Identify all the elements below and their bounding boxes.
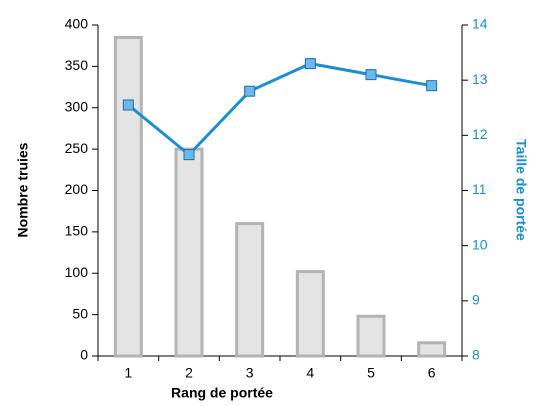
x-tick-label: 1 (124, 365, 132, 381)
bar (417, 341, 447, 358)
x-axis-title: Rang de portée (171, 385, 273, 401)
bar (235, 222, 265, 358)
x-tick-label: 4 (306, 365, 314, 381)
y2-axis-title: Taille de portée (513, 139, 529, 241)
y2-tick-label: 9 (472, 292, 480, 308)
y2-tick-label: 11 (472, 181, 487, 197)
y-tick-label: 150 (65, 223, 89, 239)
y-axis-title: Nombre truies (15, 142, 31, 237)
bar (295, 270, 325, 358)
y2-tick-label: 10 (472, 236, 488, 252)
marker (122, 99, 134, 111)
y2-tick-label: 12 (472, 126, 488, 142)
x-tick-label: 6 (428, 365, 436, 381)
y-tick-label: 350 (65, 57, 89, 73)
line (127, 62, 432, 157)
marker (183, 149, 195, 161)
y2-tick-label: 13 (472, 71, 488, 87)
y-tick-label: 300 (65, 98, 89, 114)
bar (356, 314, 386, 358)
marker (365, 69, 377, 81)
x-tick-label: 2 (185, 365, 193, 381)
marker (426, 80, 438, 92)
y-tick-label: 50 (72, 305, 88, 321)
y2-tick-label: 8 (472, 347, 480, 363)
y-tick-label: 250 (65, 140, 89, 156)
x-tick-label: 3 (246, 365, 254, 381)
bar (113, 35, 143, 358)
y-tick-label: 100 (65, 264, 89, 280)
x-tick-label: 5 (367, 365, 375, 381)
y-tick-label: 0 (80, 347, 88, 363)
marker (244, 85, 256, 97)
marker (304, 58, 316, 70)
y-tick-label: 400 (65, 16, 89, 32)
y-tick-label: 200 (65, 181, 89, 197)
y2-tick-label: 14 (472, 16, 488, 32)
bar (174, 147, 204, 358)
